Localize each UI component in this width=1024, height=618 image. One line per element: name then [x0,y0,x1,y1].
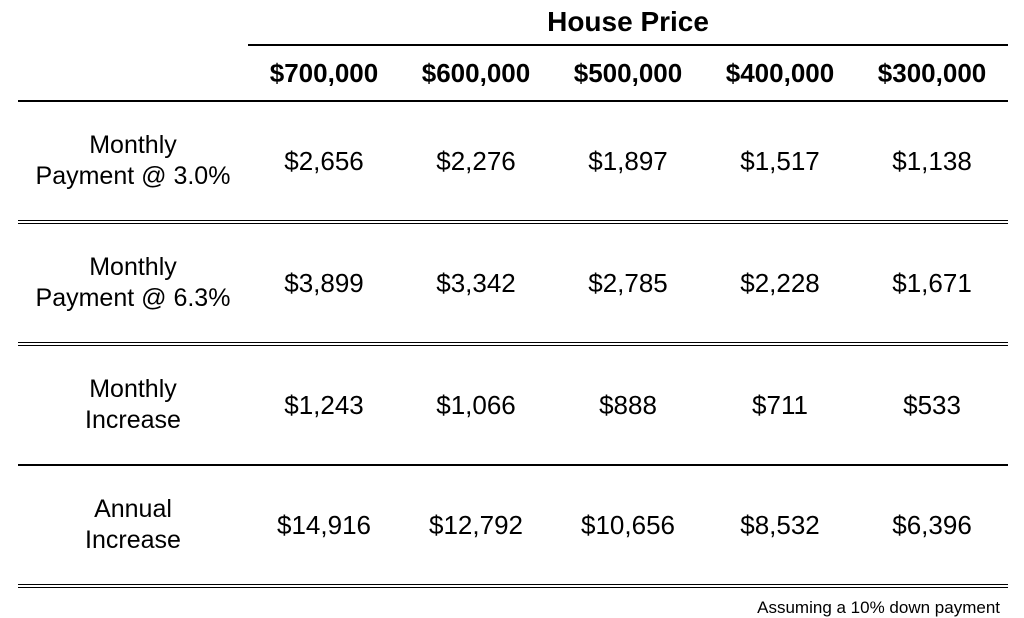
table-row: Annual Increase $14,916 $12,792 $10,656 … [18,465,1008,586]
row-label-line: Payment @ 3.0% [36,162,231,190]
col-header: $500,000 [552,45,704,101]
row-label: Monthly Payment @ 6.3% [18,222,248,344]
row-label-line: Monthly [89,131,177,159]
cell: $533 [856,344,1008,465]
cell: $6,396 [856,465,1008,586]
cell: $2,228 [704,222,856,344]
row-label-line: Monthly [89,253,177,281]
col-header: $700,000 [248,45,400,101]
cell: $2,785 [552,222,704,344]
table-title: House Price [248,6,1008,45]
payment-table: House Price $700,000 $600,000 $500,000 $… [18,6,1008,588]
row-label-line: Payment @ 6.3% [36,284,231,312]
cell: $12,792 [400,465,552,586]
row-label-line: Increase [85,526,181,554]
cell: $1,243 [248,344,400,465]
cell: $2,656 [248,101,400,222]
cell: $3,899 [248,222,400,344]
cell: $711 [704,344,856,465]
cell: $1,517 [704,101,856,222]
blank-cell [18,6,248,45]
cell: $1,066 [400,344,552,465]
cell: $1,897 [552,101,704,222]
col-header: $600,000 [400,45,552,101]
cell: $2,276 [400,101,552,222]
row-label: Monthly Increase [18,344,248,465]
table-row: Monthly Increase $1,243 $1,066 $888 $711… [18,344,1008,465]
table-row: Monthly Payment @ 3.0% $2,656 $2,276 $1,… [18,101,1008,222]
cell: $14,916 [248,465,400,586]
cell: $888 [552,344,704,465]
col-header: $300,000 [856,45,1008,101]
row-label: Annual Increase [18,465,248,586]
table-row: Monthly Payment @ 6.3% $3,899 $3,342 $2,… [18,222,1008,344]
blank-cell [18,45,248,101]
cell: $1,138 [856,101,1008,222]
row-label-line: Monthly [89,375,177,403]
cell: $8,532 [704,465,856,586]
cell: $1,671 [856,222,1008,344]
price-header-row: $700,000 $600,000 $500,000 $400,000 $300… [18,45,1008,101]
row-label-line: Increase [85,406,181,434]
footnote: Assuming a 10% down payment [18,588,1006,618]
table-title-row: House Price [18,6,1008,45]
cell: $3,342 [400,222,552,344]
row-label-line: Annual [94,495,172,523]
cell: $10,656 [552,465,704,586]
row-label: Monthly Payment @ 3.0% [18,101,248,222]
col-header: $400,000 [704,45,856,101]
